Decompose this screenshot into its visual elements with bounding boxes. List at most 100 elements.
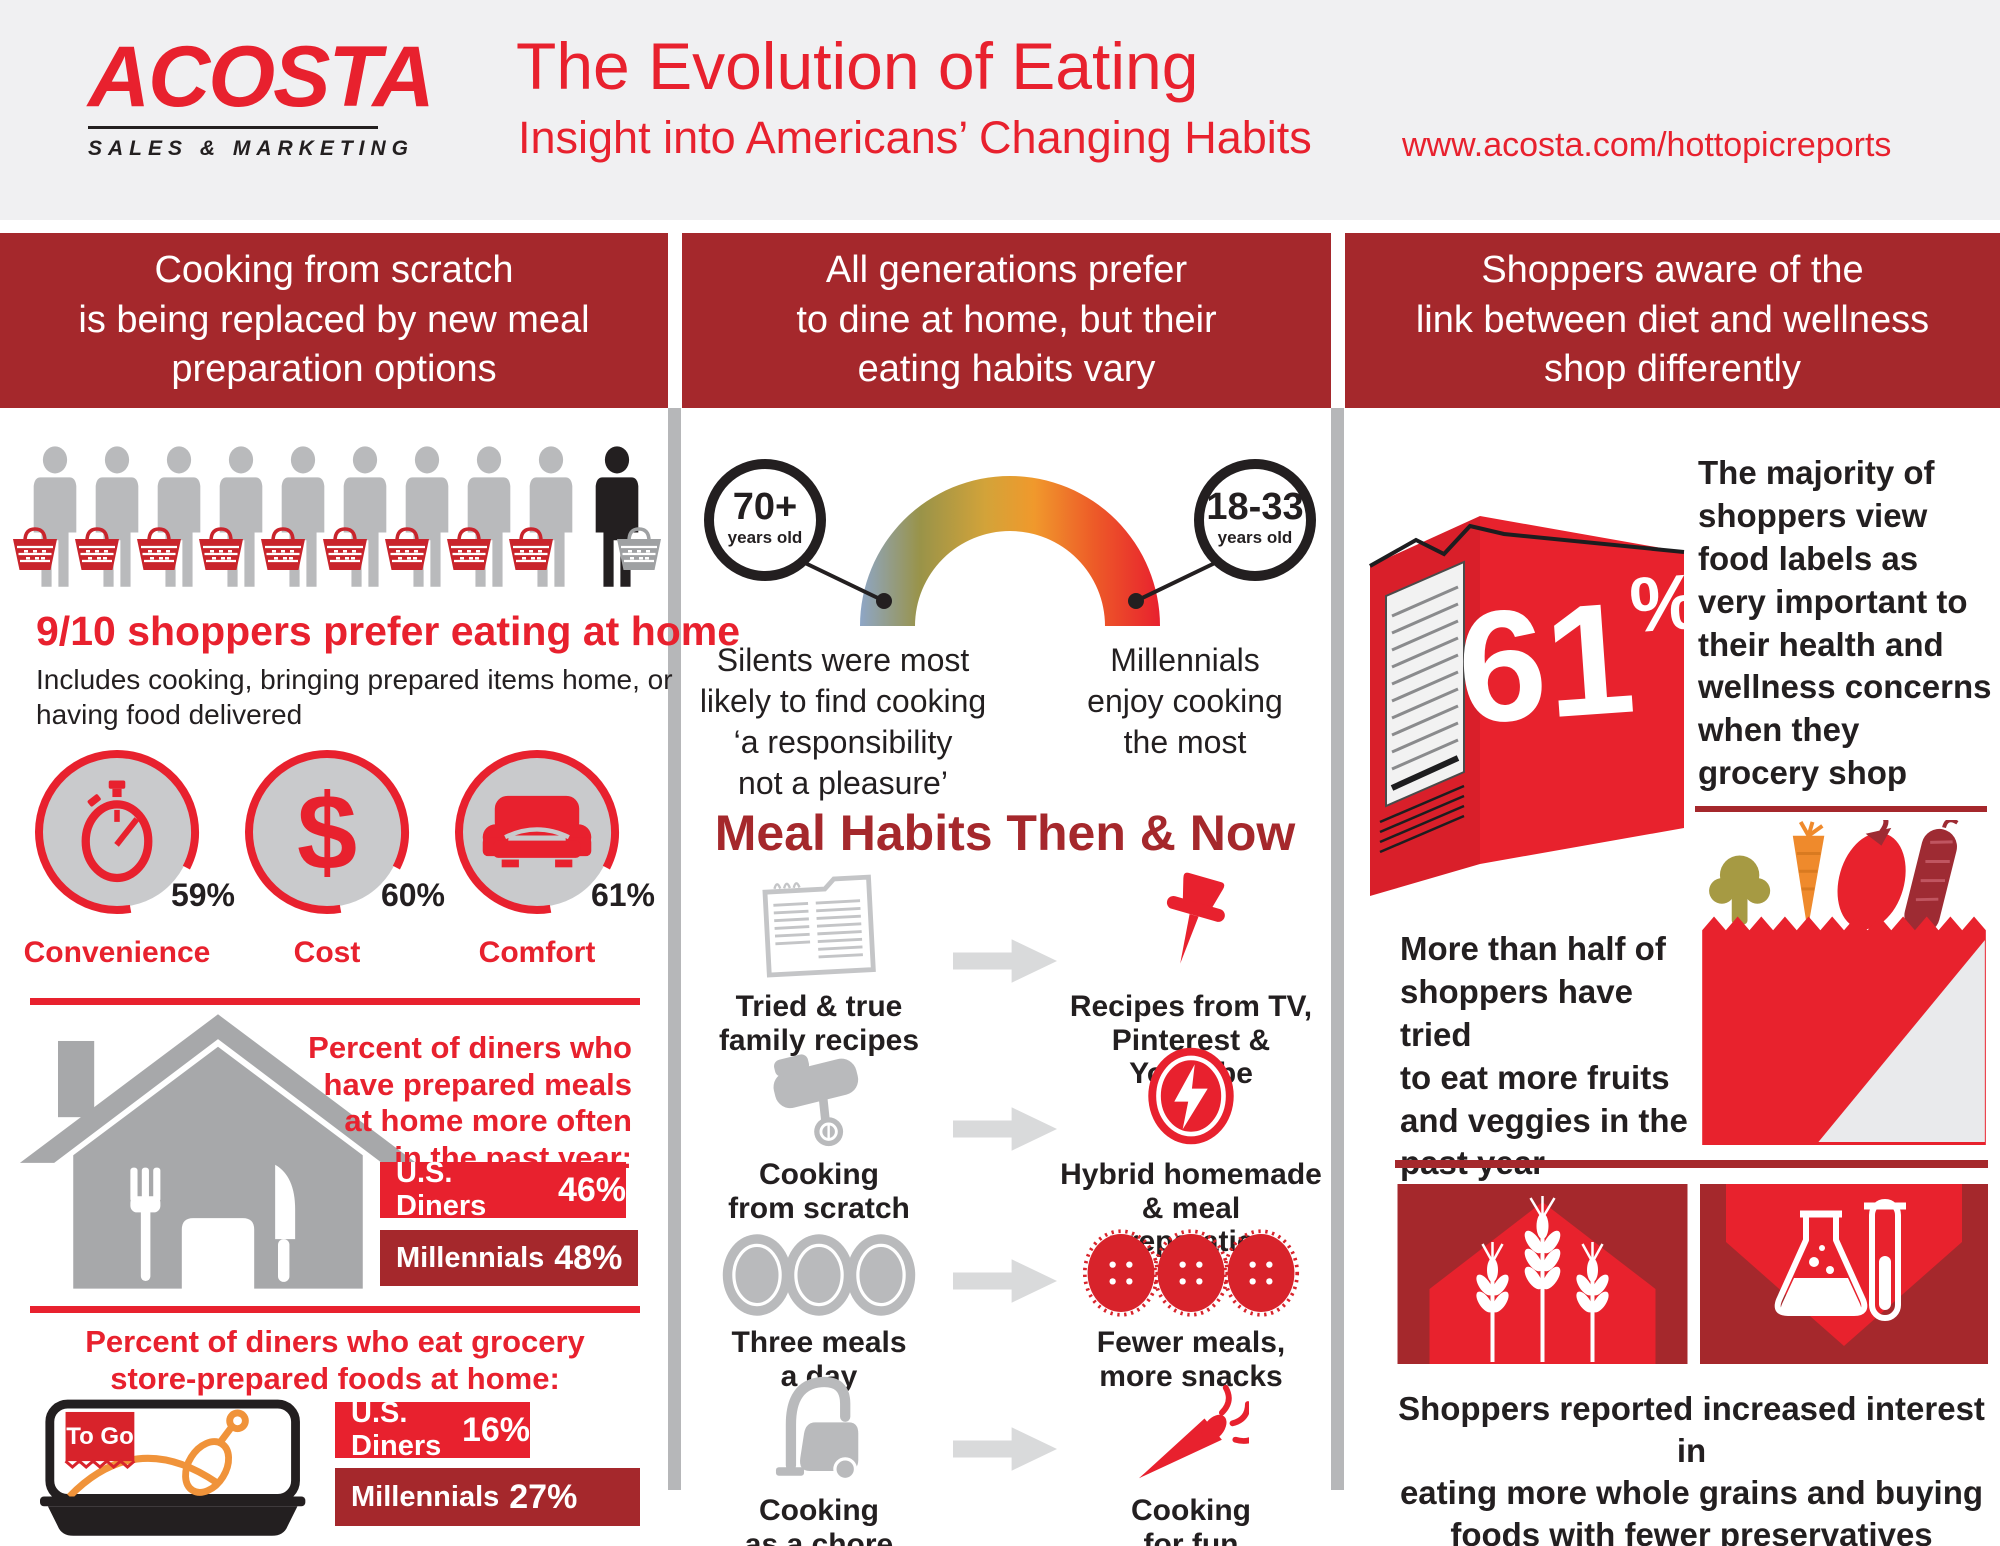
bar-label: U.S. Diners — [351, 1397, 442, 1462]
couch-icon — [482, 795, 592, 868]
page-title: The Evolution of Eating — [516, 29, 1199, 103]
stat-disc — [252, 757, 402, 907]
stat-arc — [245, 750, 409, 914]
meal-habits-rows: Tried & true family recipes Recipes from… — [688, 866, 1322, 1546]
recipe-card-icon — [762, 874, 876, 978]
logo-underline — [88, 126, 378, 129]
meal-row-chore: Cooking as a chore Cooking for fun — [688, 1370, 1322, 1546]
stat-value: 60% — [380, 877, 445, 913]
now-label: Recipes from TV, Pinterest & YouTube — [1069, 990, 1313, 1090]
arrow-right-icon — [953, 1259, 1057, 1303]
stopwatch-icon — [81, 780, 153, 883]
whole-grains-tile — [1397, 1184, 1688, 1364]
meal-row-meals: Three meals a day Fewer meals, more snac… — [688, 1202, 1322, 1393]
shopper-figure-icon — [210, 438, 272, 600]
bar-label: U.S. Diners — [396, 1157, 487, 1222]
grocery-foods-title: Percent of diners who eat grocery store-… — [85, 1324, 585, 1396]
shopper-figure-icon — [334, 438, 396, 600]
page-subtitle: Insight into Americans’ Changing Habits — [518, 112, 1312, 163]
grocery-bag-icon — [1702, 820, 1986, 1145]
millennials-caption: Millennials enjoy cooking the most — [1087, 642, 1283, 760]
basket-icon — [614, 526, 664, 572]
stat-bar: Millennials 48% — [380, 1230, 638, 1286]
hand-mixer-icon — [773, 1054, 859, 1147]
basket-icon — [444, 526, 494, 572]
shopper-figure-icon — [520, 438, 582, 600]
shoppers-pictogram — [24, 438, 652, 600]
now-label: Fewer meals, more snacks — [1096, 1326, 1286, 1393]
stat-bar: Millennials 27% — [335, 1468, 640, 1526]
dollar-icon: $ — [296, 771, 358, 892]
bar-value: 27% — [509, 1477, 578, 1516]
basket-icon — [506, 526, 556, 572]
eat-at-home-headline: 9/10 shoppers prefer eating at home — [36, 608, 741, 654]
meal-row-scratch: Cooking from scratch Hybrid homemade & m… — [688, 1034, 1322, 1258]
basket-icon — [258, 526, 308, 572]
bar-value: 48% — [554, 1238, 623, 1277]
section-divider — [1695, 806, 1987, 812]
produce-text: More than half of shoppers have tried to… — [1400, 930, 1688, 1181]
stat-unit: % — [1626, 556, 1703, 649]
age-sub: years old — [1217, 528, 1293, 547]
stat-value: 61 — [1452, 569, 1640, 758]
food-labels-stat: 61 % — [1452, 548, 1703, 773]
cracker-icon — [1082, 1228, 1160, 1318]
vacuum-icon — [775, 1376, 859, 1482]
meal-row-recipes: Tried & true family recipes Recipes from… — [688, 866, 1322, 1090]
stat-label: Convenience — [23, 936, 211, 969]
age-sub: years old — [727, 528, 803, 547]
now-label: Cooking for fun — [1131, 1494, 1251, 1546]
stat-bar: U.S. Diners 46% — [380, 1157, 626, 1222]
togo-label: To Go — [66, 1423, 134, 1450]
eat-at-home-subtext: Includes cooking, bringing prepared item… — [36, 664, 673, 730]
prepared-meals-title: Percent of diners who have prepared meal… — [308, 1030, 632, 1175]
column-separator — [1331, 408, 1344, 1490]
bar-value: 46% — [557, 1170, 626, 1209]
cucumber-icon — [1904, 820, 1959, 934]
flask-icon — [1700, 1184, 1988, 1364]
togo-container-icon — [40, 1399, 306, 1536]
logo-wordmark: ACOSTA — [88, 29, 435, 125]
stat-cost: $ 60% Cost — [227, 742, 445, 970]
cracker-icon — [1222, 1228, 1300, 1318]
column-separator — [668, 408, 681, 1490]
column2-header: All generations prefer to dine at home, … — [682, 233, 1331, 408]
stat-label: Cost — [293, 936, 361, 969]
stat-label: Comfort — [478, 936, 596, 969]
pushpin-icon — [1166, 872, 1225, 964]
section-divider — [30, 998, 640, 1005]
lightning-bolt-icon — [1148, 1047, 1234, 1145]
shopper-figure-icon — [272, 438, 334, 600]
carrot-icon — [1792, 820, 1825, 931]
then-label: Three meals a day — [731, 1326, 907, 1393]
basket-icon — [320, 526, 370, 572]
age-value: 18-33 — [1206, 486, 1304, 528]
stat-value: 61% — [590, 877, 655, 913]
arrow-right-icon — [953, 1427, 1057, 1471]
logo-tagline: SALES & MARKETING — [88, 137, 415, 160]
age-bubble-70plus: 70+ years old — [709, 462, 821, 574]
stat-value: 59% — [170, 877, 235, 913]
cracker-icon — [1152, 1228, 1230, 1318]
age-value: 70+ — [732, 486, 798, 528]
generation-gauge — [704, 459, 1316, 626]
section-divider — [30, 1306, 640, 1313]
cereal-box-icon — [1369, 516, 1685, 896]
broccoli-icon — [1709, 855, 1771, 925]
house-icon — [19, 1014, 417, 1289]
basket-icon — [10, 526, 60, 572]
preservatives-tile — [1700, 1184, 1988, 1364]
stat-arc — [455, 750, 619, 914]
shopper-figure-icon — [24, 438, 86, 600]
eggplant-icon — [1837, 820, 1906, 930]
age-bubble-18-33: 18-33 years old — [1199, 462, 1311, 574]
acosta-logo: ACOSTA SALES & MARKETING — [88, 29, 435, 161]
report-url-link[interactable]: www.acosta.com/hottopicreports — [1402, 126, 1892, 164]
age-bubble-outline — [1194, 459, 1316, 581]
dining-out-figure-icon — [582, 438, 652, 600]
arrow-right-icon — [953, 1107, 1057, 1151]
age-bubble-outline — [704, 459, 826, 581]
party-horn-icon — [1138, 1384, 1249, 1479]
basket-icon — [72, 526, 122, 572]
